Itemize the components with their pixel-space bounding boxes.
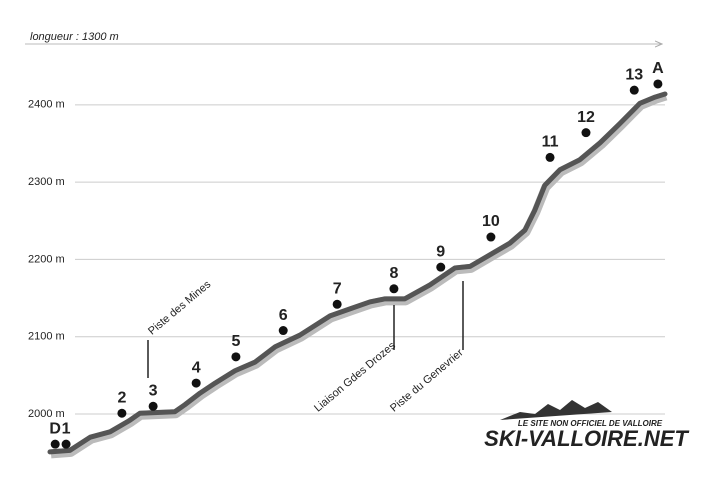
pylon-label: D: [49, 420, 61, 437]
y-tick-label: 2000 m: [28, 408, 65, 420]
pylon-label: 13: [625, 66, 643, 83]
grid: 2000 m 2100 m 2200 m 2300 m 2400 m: [28, 99, 665, 420]
pylon-label: A: [652, 60, 664, 77]
pylon: [191, 378, 201, 388]
pylon: [486, 232, 496, 242]
logo-title: SKI-VALLOIRE.NET: [484, 426, 689, 451]
pylon-label: 3: [149, 383, 158, 400]
logo-subtitle: LE SITE NON OFFICIEL DE VALLOIRE: [518, 419, 663, 428]
terrain-line: [47, 91, 668, 455]
pylon: [581, 128, 591, 138]
pylon: [332, 299, 342, 309]
pylon-label: 8: [389, 265, 398, 282]
annotation: Piste des Mines: [146, 278, 214, 337]
pylon-label: 9: [436, 243, 445, 260]
pylon: [653, 79, 663, 89]
pylon-label: 7: [333, 280, 342, 297]
pylon-label: 2: [117, 389, 126, 406]
y-tick-label: 2200 m: [28, 253, 65, 265]
pylon: [148, 401, 158, 411]
y-tick-label: 2300 m: [28, 176, 65, 188]
annotation: Liaison Gdes Drozes: [312, 339, 398, 414]
pylon: [389, 284, 399, 294]
x-axis-title: longueur : 1300 m: [30, 31, 119, 43]
pylon-label: 4: [192, 359, 201, 376]
terrain-shadow: [50, 91, 668, 459]
pylon-label: 10: [482, 213, 500, 230]
pylon: [231, 352, 241, 362]
pylon: [117, 408, 127, 418]
logo-mountains: [500, 400, 612, 420]
pylon-label: 12: [577, 109, 595, 126]
y-tick-label: 2100 m: [28, 331, 65, 343]
pylon: [61, 439, 71, 449]
pylon-label: 11: [542, 134, 559, 151]
annotation: Piste du Genevrier: [388, 347, 466, 415]
pylon-label: 1: [62, 420, 71, 437]
pylon: [545, 152, 555, 162]
y-tick-label: 2400 m: [28, 99, 65, 111]
pylon: [50, 439, 60, 449]
pylon: [629, 85, 639, 95]
pylon: [436, 262, 446, 272]
pylon-label: 6: [279, 307, 288, 324]
pylon-label: 5: [231, 333, 240, 350]
pylon: [278, 326, 288, 336]
